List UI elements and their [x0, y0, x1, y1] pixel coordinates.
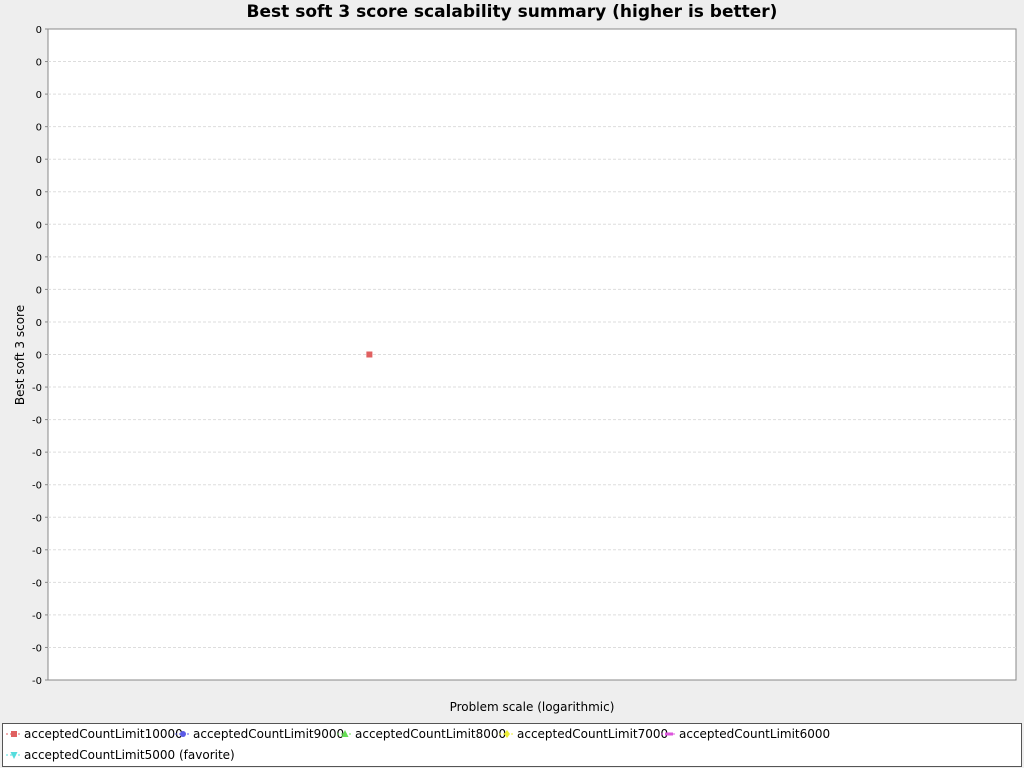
y-tick-label: 0 — [36, 188, 42, 199]
legend-label: acceptedCountLimit7000 — [517, 727, 669, 741]
y-tick-label: -0 — [32, 416, 42, 427]
y-tick-label: -0 — [32, 383, 42, 394]
legend-label: acceptedCountLimit9000 — [193, 727, 345, 741]
y-tick-label: -0 — [32, 676, 42, 687]
y-tick-label: -0 — [32, 578, 42, 589]
y-tick-label: -0 — [32, 643, 42, 654]
data-points — [366, 351, 373, 358]
y-tick-label: -0 — [32, 546, 42, 557]
legend-label: acceptedCountLimit10000 — [24, 727, 183, 741]
data-point — [366, 351, 373, 358]
legend-marker — [175, 731, 190, 737]
chart-title: Best soft 3 score scalability summary (h… — [246, 2, 778, 22]
y-tick-label: 0 — [36, 123, 42, 134]
y-axis-label: Best soft 3 score — [13, 305, 27, 405]
legend-marker — [337, 730, 352, 737]
chart-area: 0 0 0 0 0 0 0 0 0 0 0 -0 -0 -0 -0 -0 -0 -0 -0 -0 -0 Problem … — [13, 25, 1017, 714]
legend-marker — [6, 731, 21, 737]
x-axis-label: Problem scale (logarithmic) — [450, 700, 615, 714]
y-tick-label: 0 — [36, 253, 42, 264]
y-tick-label: -0 — [32, 513, 42, 524]
y-tick-label: 0 — [36, 220, 42, 231]
y-tick-label: 0 — [36, 318, 42, 329]
legend-marker — [499, 730, 514, 738]
y-tick-label: -0 — [32, 481, 42, 492]
y-tick-label: 0 — [36, 285, 42, 296]
legend-marker — [661, 732, 676, 736]
legend: acceptedCountLimit10000 acceptedCountLimi… — [2, 723, 1022, 767]
y-tick-label: 0 — [36, 155, 42, 166]
legend-marker — [6, 752, 21, 759]
legend-label: acceptedCountLimit8000 — [355, 727, 507, 741]
y-axis-ticks: 0 0 0 0 0 0 0 0 0 0 0 -0 -0 -0 -0 -0 -0 -0 -0 -0 -0 — [32, 25, 48, 687]
y-tick-label: 0 — [36, 58, 42, 69]
grid-lines — [48, 61, 1016, 648]
y-tick-label: -0 — [32, 611, 42, 622]
legend-label: acceptedCountLimit6000 — [679, 727, 831, 741]
legend-label: acceptedCountLimit5000 (favorite) — [24, 748, 235, 762]
y-tick-label: 0 — [36, 351, 42, 362]
y-tick-label: -0 — [32, 448, 42, 459]
y-tick-label: 0 — [36, 90, 42, 101]
y-tick-label: 0 — [36, 25, 42, 36]
